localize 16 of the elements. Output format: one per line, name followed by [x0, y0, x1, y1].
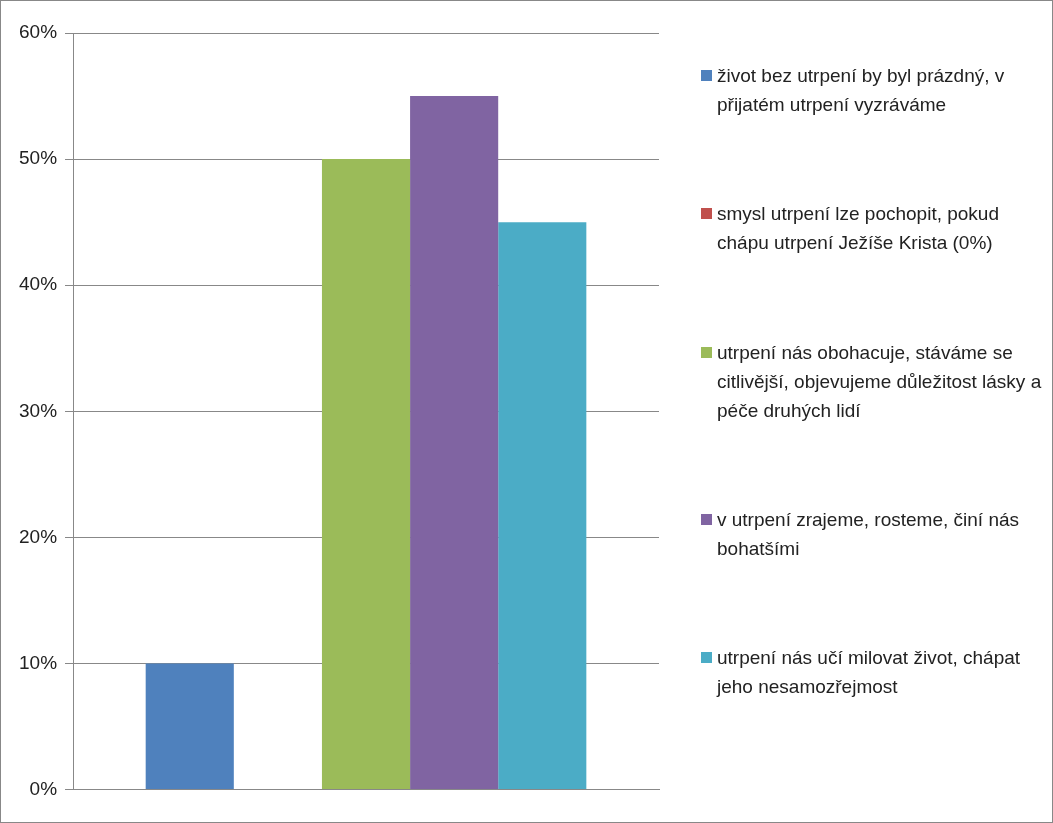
bar	[410, 96, 499, 790]
bar	[498, 222, 587, 790]
y-tick-label: 40%	[19, 273, 58, 295]
y-tick-label: 30%	[19, 399, 58, 421]
bar	[145, 663, 234, 790]
bar	[321, 159, 411, 790]
y-tick-label: 0%	[29, 777, 58, 799]
legend-label: v utrpení zrajeme, rosteme, činí nás bohatšími	[717, 507, 1020, 561]
legend-label: smysl utrpení lze pochopit, pokud chápu utrpení Ježíše Krista (0%)	[717, 202, 1000, 256]
y-tick-label: 10%	[19, 651, 58, 673]
y-tick-label: 20%	[19, 525, 58, 547]
y-tick-label: 60%	[19, 21, 58, 43]
legend-label: život bez utrpení by byl prázdný, v přijatém utrpení vyzráváme	[717, 64, 1006, 117]
y-tick-label: 50%	[19, 147, 58, 169]
legend-label: utrpení nás učí milovat život, chápat jeho nesamozřejmost	[717, 646, 1022, 699]
legend-label: utrpení nás obohacuje, stáváme se citlivější, objevujeme důležitost lásky a péče druhých lidí	[717, 340, 1043, 423]
